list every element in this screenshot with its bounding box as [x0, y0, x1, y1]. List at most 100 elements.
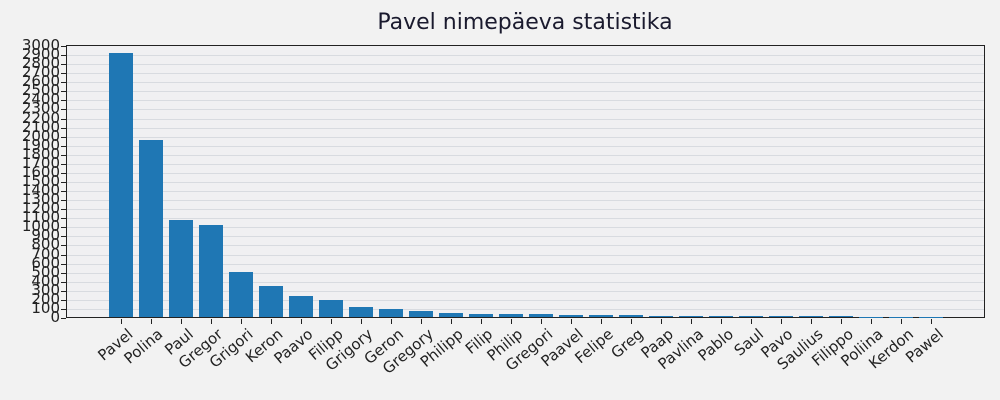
- y-tick: [61, 118, 66, 120]
- y-tick: [61, 91, 66, 93]
- x-tick: [691, 319, 692, 324]
- x-tick: [331, 319, 332, 324]
- bar-paavo: [289, 296, 313, 317]
- bar-pablo: [709, 316, 733, 317]
- y-tick: [61, 236, 66, 238]
- x-tick: [601, 319, 602, 324]
- bar-filip: [469, 314, 493, 317]
- y-tick: [61, 218, 66, 220]
- gridline: [67, 281, 984, 283]
- y-tick-label: 100: [31, 298, 60, 317]
- gridline: [67, 172, 984, 174]
- y-tick: [61, 82, 66, 84]
- y-tick: [61, 281, 66, 283]
- x-tick: [211, 319, 212, 324]
- gridline: [67, 236, 984, 238]
- y-tick: [61, 154, 66, 156]
- y-tick-label: 2000: [21, 126, 60, 145]
- gridline: [67, 73, 984, 75]
- y-tick-label: 1000: [21, 217, 60, 236]
- x-tick: [481, 319, 482, 324]
- y-tick-label: 0: [50, 308, 60, 326]
- x-tick-label: Greg: [607, 325, 647, 363]
- x-tick: [151, 319, 152, 324]
- x-tick: [661, 319, 662, 324]
- y-tick-label: 1600: [21, 162, 60, 181]
- y-tick-label: 400: [31, 271, 60, 290]
- y-tick: [61, 318, 66, 319]
- gridline: [67, 136, 984, 138]
- y-tick-label: 1300: [21, 190, 60, 209]
- y-tick: [61, 254, 66, 256]
- y-tick: [61, 209, 66, 211]
- y-tick-label: 200: [31, 289, 60, 308]
- gridline: [67, 272, 984, 274]
- x-tick: [571, 319, 572, 324]
- y-tick: [61, 191, 66, 193]
- y-tick-label: 600: [31, 253, 60, 272]
- x-tick: [451, 319, 452, 324]
- gridline: [67, 254, 984, 256]
- gridline: [67, 145, 984, 147]
- x-tick: [301, 319, 302, 324]
- y-tick: [61, 290, 66, 292]
- y-tick: [61, 100, 66, 102]
- gridline: [67, 100, 984, 102]
- y-tick-label: 1500: [21, 172, 60, 190]
- gridline: [67, 227, 984, 229]
- y-tick: [61, 64, 66, 66]
- bar-paavel: [559, 315, 583, 317]
- bar-pavo: [769, 316, 793, 317]
- y-tick-label: 1200: [21, 199, 60, 218]
- y-tick-label: 1100: [21, 208, 60, 227]
- x-tick: [631, 319, 632, 324]
- bar-keron: [259, 286, 283, 317]
- x-tick: [751, 319, 752, 324]
- gridline: [67, 200, 984, 202]
- bar-grigory: [349, 307, 373, 317]
- x-tick: [241, 319, 242, 324]
- y-tick: [61, 227, 66, 229]
- bar-saulius: [799, 316, 823, 317]
- gridline: [67, 209, 984, 211]
- gridline: [67, 91, 984, 93]
- bar-saul: [739, 316, 763, 317]
- bar-pavlina: [679, 316, 703, 317]
- y-tick-label: 2200: [21, 108, 60, 127]
- gridline: [67, 308, 984, 310]
- y-tick: [61, 73, 66, 75]
- y-tick: [61, 163, 66, 165]
- gridline: [67, 55, 984, 57]
- x-tick-label: Saul: [730, 325, 767, 360]
- chart-title: Pavel nimepäeva statistika: [377, 10, 673, 35]
- bar-paul: [169, 220, 193, 317]
- y-tick: [61, 145, 66, 147]
- x-tick: [811, 319, 812, 324]
- y-tick-label: 300: [31, 280, 60, 299]
- y-tick-label: 3000: [21, 36, 60, 54]
- gridline: [67, 82, 984, 84]
- x-tick: [781, 319, 782, 324]
- gridline: [67, 64, 984, 66]
- x-tick: [181, 319, 182, 324]
- bar-geron: [379, 309, 403, 317]
- y-tick: [61, 272, 66, 274]
- bar-paap: [649, 316, 673, 317]
- gridline: [67, 245, 984, 247]
- y-tick-label: 2300: [21, 99, 60, 118]
- gridline: [67, 163, 984, 165]
- gridline: [67, 182, 984, 183]
- gridline: [67, 127, 984, 129]
- gridline: [67, 191, 984, 193]
- bar-gregori: [529, 314, 553, 317]
- y-tick: [61, 263, 66, 265]
- gridline: [67, 263, 984, 265]
- y-tick-label: 1800: [21, 144, 60, 163]
- bar-felipe: [589, 315, 613, 317]
- bar-philip: [499, 314, 523, 317]
- y-tick: [61, 172, 66, 174]
- gridline: [67, 218, 984, 220]
- bar-pavel: [109, 52, 133, 317]
- y-tick-label: 500: [31, 262, 60, 281]
- x-tick: [361, 319, 362, 324]
